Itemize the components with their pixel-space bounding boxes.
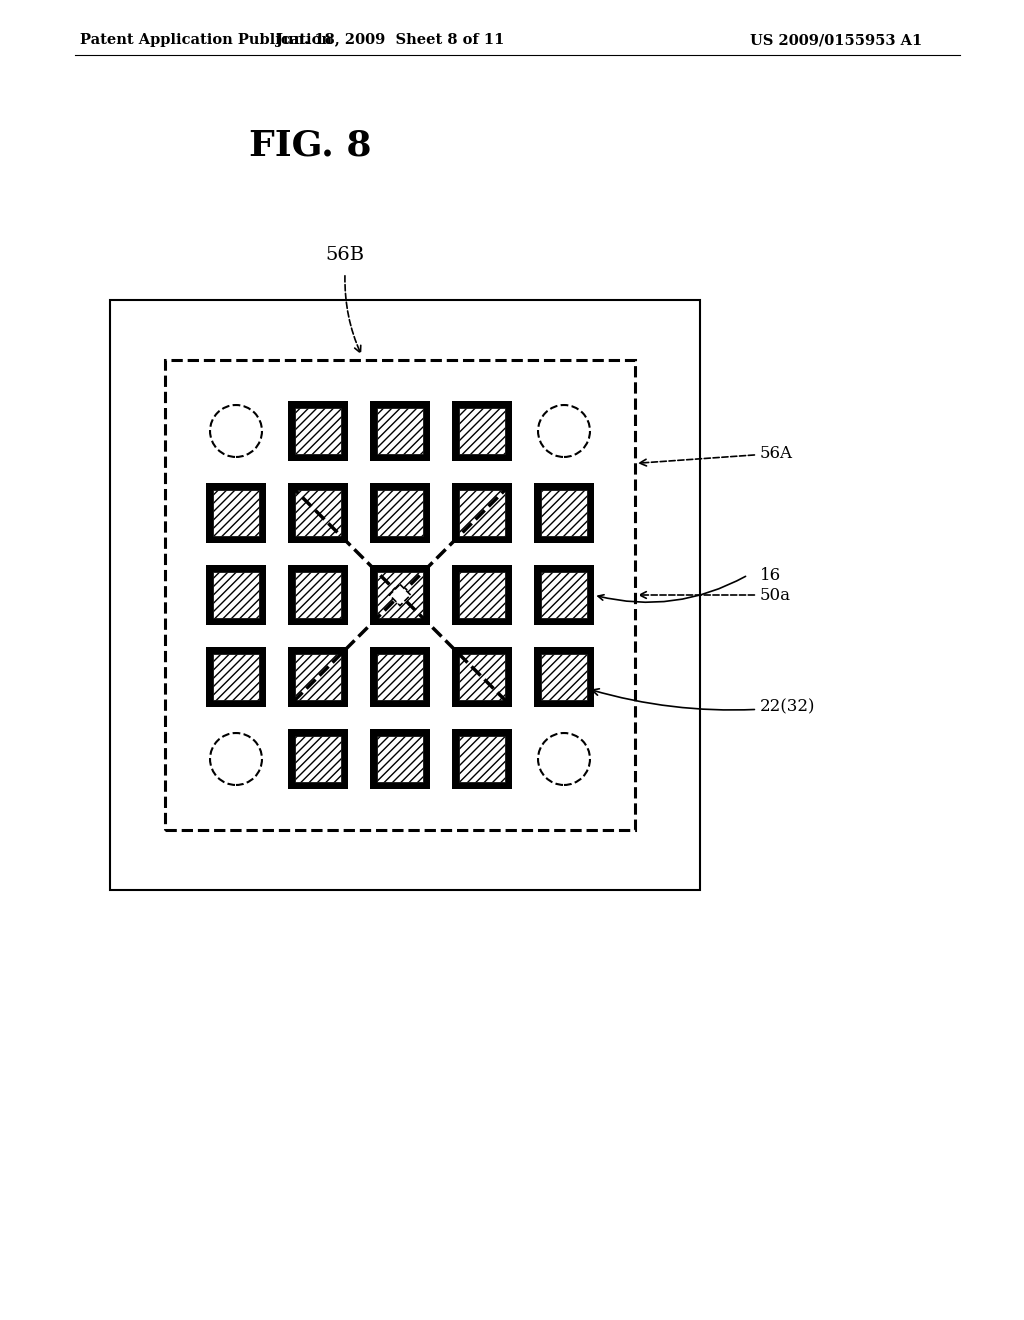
Bar <box>371 401 429 461</box>
Bar <box>377 408 423 454</box>
Bar <box>295 572 341 618</box>
Bar <box>289 648 347 706</box>
Bar <box>289 730 347 788</box>
Bar <box>459 737 505 781</box>
Circle shape <box>538 405 590 457</box>
Bar <box>295 490 341 536</box>
Bar <box>289 483 347 543</box>
Bar <box>207 648 265 706</box>
Bar <box>371 483 429 543</box>
Text: 16: 16 <box>760 566 781 583</box>
Bar <box>459 653 505 700</box>
Bar <box>541 653 587 700</box>
Bar <box>295 737 341 781</box>
Bar <box>535 483 594 543</box>
Text: US 2009/0155953 A1: US 2009/0155953 A1 <box>750 33 923 48</box>
Text: Patent Application Publication: Patent Application Publication <box>80 33 332 48</box>
Bar <box>541 572 587 618</box>
Bar <box>165 360 635 830</box>
Circle shape <box>210 733 262 785</box>
Bar <box>377 572 423 618</box>
Bar <box>371 565 429 624</box>
Bar <box>535 565 594 624</box>
Bar <box>459 490 505 536</box>
Polygon shape <box>389 585 411 606</box>
Bar <box>295 408 341 454</box>
Bar <box>295 653 341 700</box>
Bar <box>541 490 587 536</box>
Bar <box>377 490 423 536</box>
Bar <box>459 572 505 618</box>
Circle shape <box>210 405 262 457</box>
Bar <box>207 483 265 543</box>
Bar <box>453 401 512 461</box>
Bar <box>535 648 594 706</box>
Bar <box>453 648 512 706</box>
Bar <box>453 730 512 788</box>
Bar <box>213 490 259 536</box>
Bar <box>371 648 429 706</box>
FancyArrowPatch shape <box>345 276 360 352</box>
Bar <box>377 737 423 781</box>
Bar <box>213 572 259 618</box>
Bar <box>289 401 347 461</box>
Text: 50a: 50a <box>640 586 791 603</box>
Bar <box>453 483 512 543</box>
Text: FIG. 8: FIG. 8 <box>249 128 372 162</box>
Text: 22(32): 22(32) <box>592 689 815 715</box>
Bar <box>207 565 265 624</box>
Text: Jun. 18, 2009  Sheet 8 of 11: Jun. 18, 2009 Sheet 8 of 11 <box>275 33 504 48</box>
Bar <box>289 565 347 624</box>
Bar <box>371 730 429 788</box>
Bar <box>110 300 700 890</box>
Text: 56B: 56B <box>326 246 365 264</box>
Bar <box>377 653 423 700</box>
Bar <box>213 653 259 700</box>
Bar <box>459 408 505 454</box>
Text: 56A: 56A <box>640 445 793 466</box>
Bar <box>453 565 512 624</box>
Circle shape <box>538 733 590 785</box>
